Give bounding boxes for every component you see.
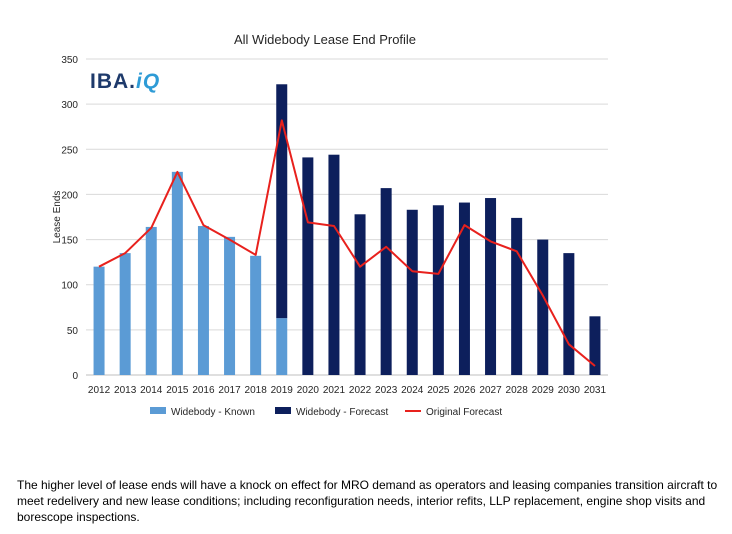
legend-swatch xyxy=(275,407,291,414)
x-tick-labels: 2012 2013 2014 2015 2016 2017 2018 2019 2020 2021… xyxy=(88,385,607,396)
bar-widebody-known-2016 xyxy=(197,226,209,375)
bar-widebody-forecast-2019 xyxy=(276,84,288,319)
y-tick-label: 200 xyxy=(61,190,78,201)
x-tick-label: 2024 xyxy=(401,385,424,396)
bar-widebody-known-2018 xyxy=(250,255,262,375)
y-tick-label: 100 xyxy=(61,281,78,292)
bar-widebody-forecast-2022 xyxy=(354,214,366,375)
bar-widebody-forecast-2031 xyxy=(589,316,601,375)
x-tick-label: 2016 xyxy=(192,385,215,396)
legend-label: Original Forecast xyxy=(426,407,502,418)
x-tick-label: 2012 xyxy=(88,385,111,396)
bar-widebody-known-2013 xyxy=(119,253,131,375)
bar-widebody-forecast-2028 xyxy=(511,217,523,375)
x-tick-label: 2030 xyxy=(558,385,581,396)
lease-end-chart: All Widebody Lease End Profile IBA.iQ Le… xyxy=(52,32,608,418)
legend-label: Widebody - Forecast xyxy=(296,407,388,418)
bar-widebody-known-2017 xyxy=(224,236,236,375)
bar-widebody-forecast-2029 xyxy=(537,239,549,375)
bar-widebody-forecast-2021 xyxy=(328,154,340,375)
chart-title: All Widebody Lease End Profile xyxy=(234,32,416,47)
bar-widebody-known-2015 xyxy=(171,171,183,375)
bars xyxy=(93,84,601,375)
bar-widebody-known-2014 xyxy=(145,226,157,375)
x-tick-label: 2028 xyxy=(506,385,529,396)
x-tick-label: 2021 xyxy=(323,385,346,396)
x-tick-label: 2023 xyxy=(375,385,398,396)
bar-widebody-forecast-2023 xyxy=(380,188,392,375)
x-tick-label: 2027 xyxy=(479,385,502,396)
y-axis-label: Lease Ends xyxy=(52,191,63,244)
x-tick-label: 2017 xyxy=(218,385,241,396)
y-tick-label: 250 xyxy=(61,145,78,156)
gridlines xyxy=(86,58,608,376)
x-tick-label: 2013 xyxy=(114,385,137,396)
logo-text-accent: iQ xyxy=(136,70,160,93)
legend-swatch xyxy=(150,407,166,414)
x-tick-label: 2015 xyxy=(166,385,189,396)
bar-widebody-forecast-2025 xyxy=(432,205,444,375)
bar-widebody-known-2012 xyxy=(93,266,105,375)
x-tick-label: 2014 xyxy=(140,385,163,396)
logo-text-main: IBA. xyxy=(90,70,136,93)
bar-widebody-forecast-2030 xyxy=(563,253,575,375)
bar-widebody-known-2019 xyxy=(276,318,288,375)
y-tick-labels: 0 50 100 150 200 250 300 350 xyxy=(61,55,78,382)
y-tick-label: 350 xyxy=(61,55,78,66)
original-forecast-line-group xyxy=(98,119,596,367)
svg-text:IBA.iQ: IBA.iQ xyxy=(90,70,160,93)
x-tick-label: 2025 xyxy=(427,385,450,396)
x-tick-label: 2019 xyxy=(271,385,294,396)
bar-widebody-forecast-2020 xyxy=(302,157,314,375)
legend-label: Widebody - Known xyxy=(171,407,255,418)
caption-text: The higher level of lease ends will have… xyxy=(17,478,718,524)
y-tick-label: 150 xyxy=(61,236,78,247)
original-forecast-line xyxy=(98,119,596,367)
bar-widebody-forecast-2024 xyxy=(406,209,418,375)
y-tick-label: 50 xyxy=(67,326,79,337)
x-tick-label: 2020 xyxy=(297,385,320,396)
x-tick-label: 2026 xyxy=(453,385,476,396)
x-tick-label: 2018 xyxy=(245,385,268,396)
x-tick-label: 2031 xyxy=(584,385,607,396)
legend: Widebody - Known Widebody - Forecast Origi… xyxy=(150,407,502,418)
bar-widebody-forecast-2026 xyxy=(458,202,470,375)
x-tick-label: 2022 xyxy=(349,385,372,396)
iba-iq-logo: IBA.iQ xyxy=(90,70,160,93)
bar-widebody-forecast-2027 xyxy=(485,198,497,375)
x-tick-label: 2029 xyxy=(532,385,555,396)
y-tick-label: 300 xyxy=(61,100,78,111)
y-tick-label: 0 xyxy=(72,371,78,382)
